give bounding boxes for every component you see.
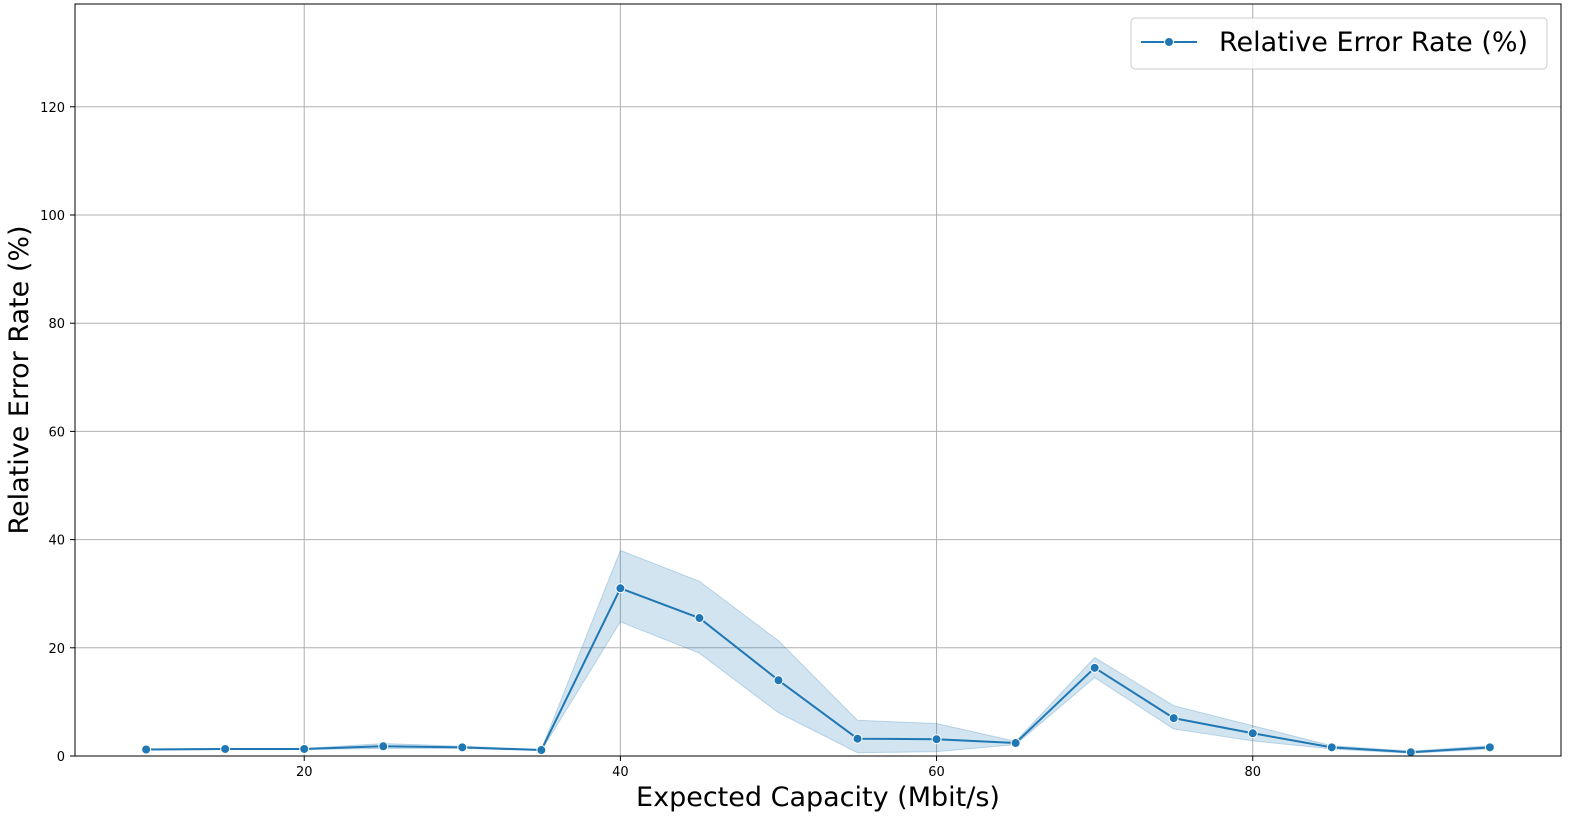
plot-background <box>75 4 1561 756</box>
data-point <box>1168 713 1179 724</box>
y-tick-label: 20 <box>48 642 65 657</box>
y-tick-label: 80 <box>48 317 65 332</box>
x-tick-label: 80 <box>1244 765 1261 780</box>
y-ticks: 0 20 40 60 80 100 120 <box>40 101 75 765</box>
data-point <box>852 733 863 744</box>
data-point <box>299 743 310 754</box>
data-point <box>1089 662 1100 673</box>
y-axis-label: Relative Error Rate (%) <box>4 225 35 534</box>
x-axis-label: Expected Capacity (Mbit/s) <box>636 782 1000 813</box>
x-ticks: 20 40 60 80 <box>296 756 1261 780</box>
x-tick-label: 20 <box>296 765 313 780</box>
y-tick-label: 40 <box>48 534 65 549</box>
data-point <box>1405 747 1416 758</box>
series-line-layer <box>146 587 1490 754</box>
x-tick-label: 60 <box>928 765 945 780</box>
data-point <box>773 675 784 686</box>
series-line <box>146 587 1490 754</box>
data-point <box>1010 738 1021 749</box>
y-tick-label: 60 <box>48 425 65 440</box>
data-points-layer <box>141 583 1495 758</box>
data-point <box>1484 742 1495 753</box>
data-point <box>457 742 468 753</box>
x-tick-label: 40 <box>612 765 629 780</box>
plot-frame <box>74 3 1562 757</box>
data-point <box>378 741 389 752</box>
data-point <box>220 743 231 754</box>
y-tick-label: 100 <box>40 209 65 224</box>
data-point <box>536 745 547 756</box>
data-point <box>141 744 152 755</box>
data-point <box>1326 742 1337 753</box>
y-tick-label: 120 <box>40 101 65 116</box>
data-point <box>1247 728 1258 739</box>
data-point <box>615 583 626 594</box>
legend: Relative Error Rate (%) <box>1130 17 1548 70</box>
y-tick-label: 0 <box>57 750 65 765</box>
data-point <box>694 613 705 624</box>
legend-marker-swatch <box>1164 37 1174 47</box>
data-point <box>931 734 942 745</box>
legend-label: Relative Error Rate (%) <box>1219 27 1528 58</box>
legend-box <box>1130 17 1548 70</box>
